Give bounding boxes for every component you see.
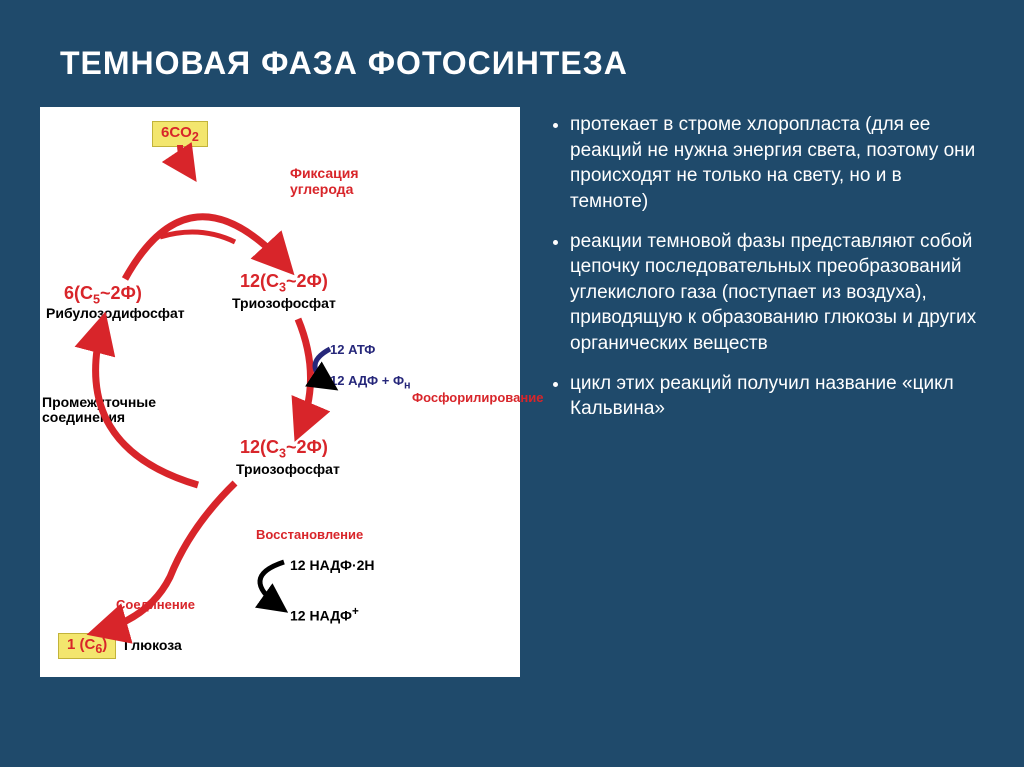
bullet-item: реакции темновой фазы представляют собой…	[570, 229, 984, 357]
restore-label: Восстановление	[256, 527, 363, 542]
rbdp-formula: 6(C5~2Ф)	[64, 283, 142, 307]
adp-label: 12 АДФ + Фн	[330, 373, 411, 392]
co2-box: 6CO2	[152, 121, 208, 147]
glucose-num-box: 1 (C6)	[58, 633, 116, 659]
phosphor-label: Фосфорилирование	[412, 391, 502, 405]
fixation-label: Фиксация углерода	[290, 165, 410, 197]
tp2-formula: 12(C3~2Ф)	[240, 437, 328, 461]
tp1-label: Триозофосфат	[232, 295, 336, 311]
tp2-label: Триозофосфат	[236, 461, 340, 477]
page-title: ТЕМНОВАЯ ФАЗА ФОТОСИНТЕЗА	[0, 0, 1024, 82]
rbdp-label: Рибулозодифосфат	[46, 305, 185, 321]
calvin-cycle-diagram: 6CO2 Фиксация углерода 6(C5~2Ф) Рибулозо…	[40, 107, 520, 677]
intermediate-label: Промежуточные соединения	[42, 395, 192, 426]
glucose-label: Глюкоза	[124, 637, 182, 653]
bullet-item: протекает в строме хлоропласта (для ее р…	[570, 112, 984, 215]
join-label: Соединение	[116, 597, 195, 612]
content-row: 6CO2 Фиксация углерода 6(C5~2Ф) Рибулозо…	[0, 82, 1024, 677]
atp-label: 12 АТФ	[330, 342, 375, 357]
bullet-list: протекает в строме хлоропласта (для ее р…	[540, 107, 984, 677]
nadph-label: 12 НАДФ·2H	[290, 557, 375, 573]
bullet-item: цикл этих реакций получил название «цикл…	[570, 371, 984, 422]
tp1-formula: 12(C3~2Ф)	[240, 271, 328, 295]
nadp-label: 12 НАДФ+	[290, 605, 359, 624]
